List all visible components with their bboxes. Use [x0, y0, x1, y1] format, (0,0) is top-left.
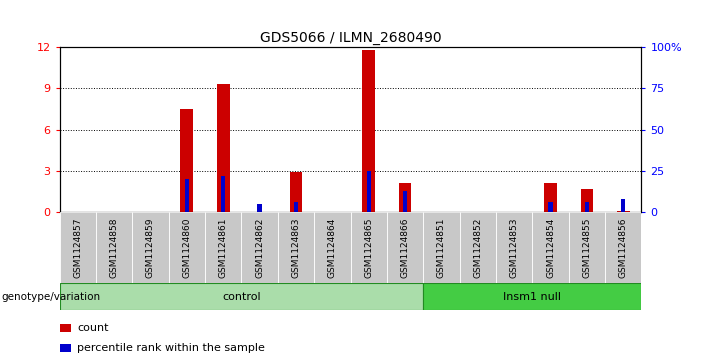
Bar: [257, 204, 261, 212]
Text: GSM1124860: GSM1124860: [182, 217, 191, 278]
Text: Insm1 null: Insm1 null: [503, 292, 562, 302]
Bar: [423, 283, 641, 310]
Text: count: count: [77, 323, 109, 333]
Bar: [60, 283, 423, 310]
Bar: [132, 212, 169, 283]
Bar: [387, 212, 423, 283]
Bar: [399, 183, 411, 212]
Bar: [403, 191, 407, 212]
Bar: [205, 212, 241, 283]
Bar: [96, 212, 132, 283]
Bar: [544, 183, 557, 212]
Text: GSM1124857: GSM1124857: [74, 217, 82, 278]
Bar: [314, 212, 350, 283]
Bar: [605, 212, 641, 283]
Bar: [241, 212, 278, 283]
Text: GSM1124855: GSM1124855: [583, 217, 592, 278]
Text: GSM1124852: GSM1124852: [473, 217, 482, 278]
Bar: [569, 212, 605, 283]
Bar: [169, 212, 205, 283]
Text: control: control: [222, 292, 261, 302]
Text: GSM1124851: GSM1124851: [437, 217, 446, 278]
Text: GSM1124865: GSM1124865: [365, 217, 373, 278]
Bar: [580, 189, 593, 212]
Bar: [423, 212, 460, 283]
Bar: [362, 50, 375, 212]
Bar: [294, 203, 298, 212]
Text: GSM1124866: GSM1124866: [400, 217, 409, 278]
Text: GSM1124861: GSM1124861: [219, 217, 228, 278]
Bar: [217, 84, 230, 212]
Text: genotype/variation: genotype/variation: [1, 292, 100, 302]
Text: GSM1124862: GSM1124862: [255, 217, 264, 278]
Bar: [367, 171, 371, 212]
Text: GSM1124856: GSM1124856: [619, 217, 627, 278]
Text: GSM1124859: GSM1124859: [146, 217, 155, 278]
Text: GSM1124863: GSM1124863: [292, 217, 301, 278]
Bar: [60, 212, 96, 283]
Bar: [532, 212, 569, 283]
Bar: [585, 203, 589, 212]
Bar: [496, 212, 532, 283]
Bar: [278, 212, 314, 283]
Bar: [548, 203, 552, 212]
Text: GSM1124853: GSM1124853: [510, 217, 519, 278]
Bar: [221, 176, 226, 212]
Text: GSM1124854: GSM1124854: [546, 217, 555, 278]
Bar: [460, 212, 496, 283]
Bar: [60, 323, 72, 332]
Bar: [60, 344, 72, 352]
Bar: [621, 199, 625, 212]
Bar: [180, 109, 193, 212]
Text: GSM1124864: GSM1124864: [328, 217, 336, 278]
Title: GDS5066 / ILMN_2680490: GDS5066 / ILMN_2680490: [259, 31, 442, 45]
Text: GSM1124858: GSM1124858: [109, 217, 118, 278]
Bar: [350, 212, 387, 283]
Bar: [617, 211, 629, 212]
Bar: [290, 172, 302, 212]
Bar: [184, 179, 189, 212]
Text: percentile rank within the sample: percentile rank within the sample: [77, 343, 265, 353]
